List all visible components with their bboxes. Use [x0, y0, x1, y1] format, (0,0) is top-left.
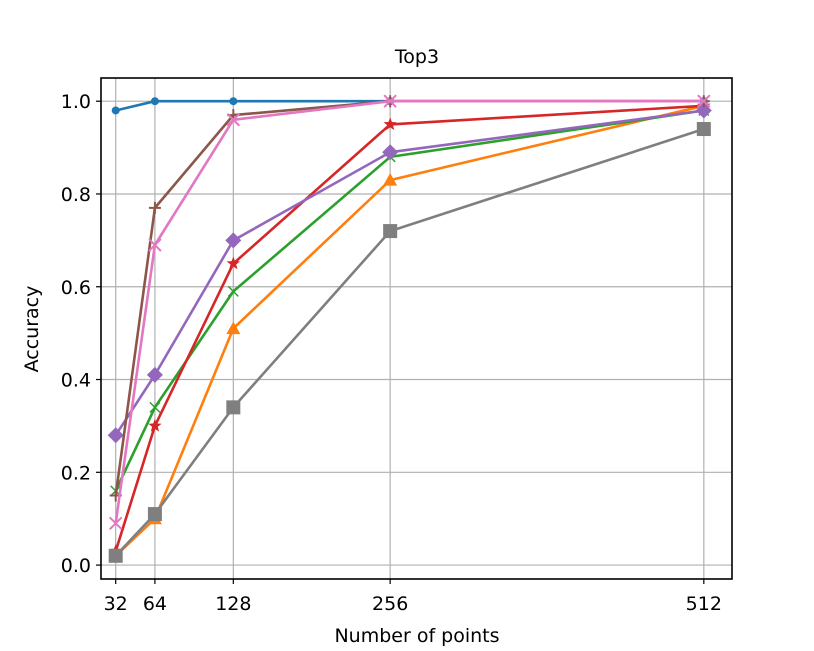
y-tick-label: 0.6: [61, 277, 91, 299]
data-point: [227, 285, 239, 297]
y-axis-label: Accuracy: [21, 286, 43, 373]
data-point: [226, 321, 241, 335]
data-point: [383, 224, 398, 239]
data-point: [108, 548, 123, 563]
data-point: [150, 97, 159, 106]
x-tick-label: 512: [686, 593, 722, 615]
x-axis-label: Number of points: [334, 625, 499, 647]
data-point: [696, 122, 711, 137]
data-point: [148, 418, 162, 432]
series-line: [114, 104, 705, 557]
y-tick-label: 0.0: [61, 555, 91, 577]
x-tick-label: 32: [104, 593, 128, 615]
data-point: [226, 256, 240, 270]
chart-title: Top3: [394, 46, 439, 68]
data-point: [146, 366, 163, 383]
series-line: [114, 109, 704, 436]
data-point: [107, 427, 124, 444]
y-tick-label: 0.2: [61, 462, 91, 484]
data-point: [148, 238, 162, 252]
series-line: [114, 104, 704, 552]
series-line: [114, 99, 704, 524]
series-4: [109, 98, 711, 557]
x-tick-label: 256: [372, 593, 408, 615]
data-point: [111, 106, 120, 115]
y-tick-label: 0.8: [61, 184, 91, 206]
y-tick-label: 0.4: [61, 370, 91, 392]
series-3: [110, 104, 710, 497]
y-tick-label: 1.0: [61, 91, 91, 113]
data-point: [147, 507, 162, 522]
data-point: [383, 94, 397, 108]
data-point: [108, 516, 123, 531]
data-point: [382, 144, 399, 161]
plot-frame: [100, 77, 733, 580]
data-point: [226, 400, 241, 415]
data-point: [226, 113, 241, 127]
data-point: [383, 173, 398, 186]
data-point: [229, 97, 238, 106]
x-tick-label: 128: [215, 593, 251, 615]
ticks: 32 64 128 256 512 0.0 0.2 0.4 0.6 0.8 1.0: [61, 91, 722, 615]
series-line: [114, 127, 705, 557]
data-point: [148, 201, 161, 214]
series-line: [115, 99, 704, 112]
series-line: [114, 99, 704, 496]
series-layer: [107, 94, 712, 563]
data-point: [697, 94, 711, 108]
series-8: [108, 122, 711, 563]
data-point: [225, 232, 242, 249]
data-point: [149, 401, 161, 413]
series-2: [108, 98, 711, 562]
series-5: [107, 102, 712, 444]
data-point: [383, 117, 397, 131]
x-tick-label: 64: [143, 593, 167, 615]
series-7: [108, 94, 711, 531]
